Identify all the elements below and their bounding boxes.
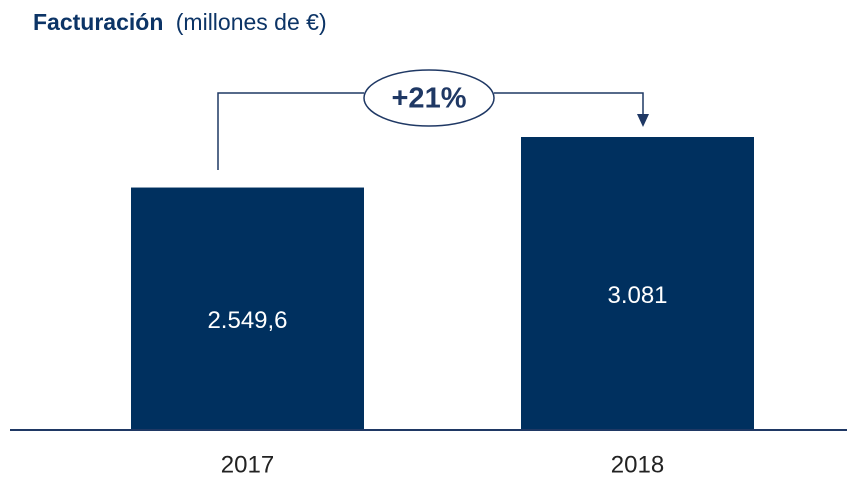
x-tick-label: 2017 — [221, 451, 274, 478]
arrow-head — [637, 114, 649, 127]
chart-title: Facturación — [33, 9, 163, 35]
chart-title-group: Facturación (millones de €) — [33, 9, 327, 35]
annotation-ellipse — [363, 69, 495, 127]
connector-right — [494, 92, 644, 116]
value-label: 2.549,6 — [207, 307, 287, 334]
chart-subtitle: (millones de €) — [176, 9, 327, 35]
connector-left — [217, 92, 364, 170]
bar — [521, 137, 754, 430]
x-tick-label: 2018 — [611, 451, 664, 478]
value-label: 3.081 — [607, 282, 667, 309]
bar — [131, 187, 364, 430]
annotation: +21% — [392, 83, 467, 115]
